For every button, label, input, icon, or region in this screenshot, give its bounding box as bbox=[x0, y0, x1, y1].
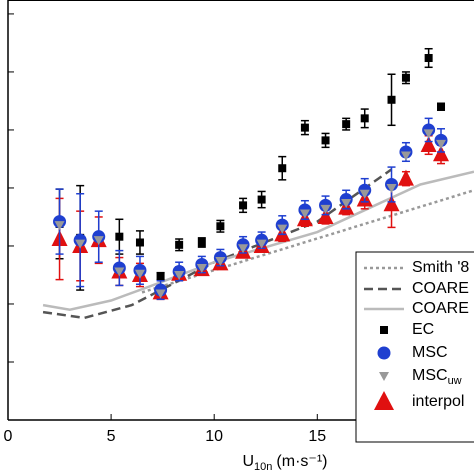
triangle-down-marker bbox=[436, 139, 447, 149]
triangle-down-marker bbox=[174, 270, 185, 280]
legend-label: Smith '8 bbox=[412, 259, 469, 276]
legend-name: MSC bbox=[412, 344, 448, 361]
x-tick-label: 5 bbox=[107, 428, 116, 445]
square-marker bbox=[360, 114, 369, 123]
triangle-down-marker bbox=[238, 244, 249, 254]
square-marker bbox=[401, 73, 410, 82]
square-marker bbox=[135, 238, 144, 247]
legend-swatch bbox=[377, 346, 391, 360]
legend-label: EC bbox=[412, 321, 434, 338]
triangle-down-marker bbox=[423, 129, 434, 139]
square-marker bbox=[216, 222, 225, 231]
x-axis-label: U10n (m·s⁻¹) bbox=[242, 453, 327, 473]
legend-name: MSC bbox=[412, 367, 448, 384]
x-tick-label: 15 bbox=[308, 428, 326, 445]
triangle-down-marker bbox=[155, 289, 166, 299]
triangle-down-marker bbox=[359, 189, 370, 199]
triangle-down-marker bbox=[299, 209, 310, 219]
legend-subscript: uw bbox=[448, 375, 462, 387]
x-tick-label: 10 bbox=[205, 428, 223, 445]
triangle-down-marker bbox=[256, 239, 267, 249]
triangle-down-marker bbox=[215, 257, 226, 267]
triangle-down-marker bbox=[75, 239, 86, 249]
square-marker bbox=[257, 195, 266, 204]
legend-swatch bbox=[374, 391, 394, 410]
triangle-down-marker bbox=[93, 236, 104, 246]
legend-name: EC bbox=[412, 321, 434, 338]
legend-swatch bbox=[380, 326, 388, 334]
square-marker bbox=[197, 238, 206, 247]
square-marker bbox=[424, 54, 433, 63]
x-tick-label: 0 bbox=[4, 428, 13, 445]
square-marker bbox=[156, 272, 165, 281]
triangle-down-marker bbox=[134, 269, 145, 279]
legend-name: interpol bbox=[412, 393, 464, 410]
triangle-down-marker bbox=[196, 264, 207, 274]
triangle-up-marker bbox=[383, 195, 400, 212]
triangle-up-marker bbox=[317, 207, 334, 224]
triangle-down-marker bbox=[114, 267, 125, 277]
triangle-down-marker bbox=[386, 183, 397, 193]
square-marker bbox=[342, 120, 351, 129]
square-marker bbox=[115, 232, 124, 241]
legend-label: MSCuw bbox=[412, 367, 462, 387]
square-marker bbox=[321, 136, 330, 145]
curve bbox=[42, 168, 393, 320]
square-marker bbox=[278, 164, 287, 173]
triangle-up-marker bbox=[433, 145, 450, 162]
triangle-down-marker bbox=[400, 151, 411, 161]
square-marker bbox=[437, 102, 446, 111]
legend-name: COARE bbox=[412, 300, 469, 317]
triangle-up-marker bbox=[420, 136, 437, 153]
legend-name: COARE bbox=[412, 280, 469, 297]
x-label-sub: 10n bbox=[254, 461, 272, 473]
triangle-down-marker bbox=[54, 221, 65, 231]
x-label-main: U bbox=[242, 453, 254, 470]
legend-box bbox=[355, 251, 474, 443]
square-marker bbox=[175, 240, 184, 249]
x-label-unit: (m·s⁻¹) bbox=[276, 453, 327, 470]
triangle-down-marker bbox=[277, 224, 288, 234]
legend-name: Smith '8 bbox=[412, 259, 469, 276]
square-marker bbox=[300, 123, 309, 132]
curve bbox=[141, 189, 474, 294]
triangle-up-marker bbox=[397, 169, 414, 186]
legend-label: COARE bbox=[412, 280, 469, 297]
legend-label: interpol bbox=[412, 393, 464, 410]
legend-swatch bbox=[379, 372, 389, 381]
legend-label: COARE bbox=[412, 300, 469, 317]
triangle-down-marker bbox=[341, 199, 352, 209]
legend-label: MSC bbox=[412, 344, 448, 361]
square-marker bbox=[239, 201, 248, 210]
triangle-down-marker bbox=[320, 204, 331, 214]
square-marker bbox=[387, 95, 396, 104]
